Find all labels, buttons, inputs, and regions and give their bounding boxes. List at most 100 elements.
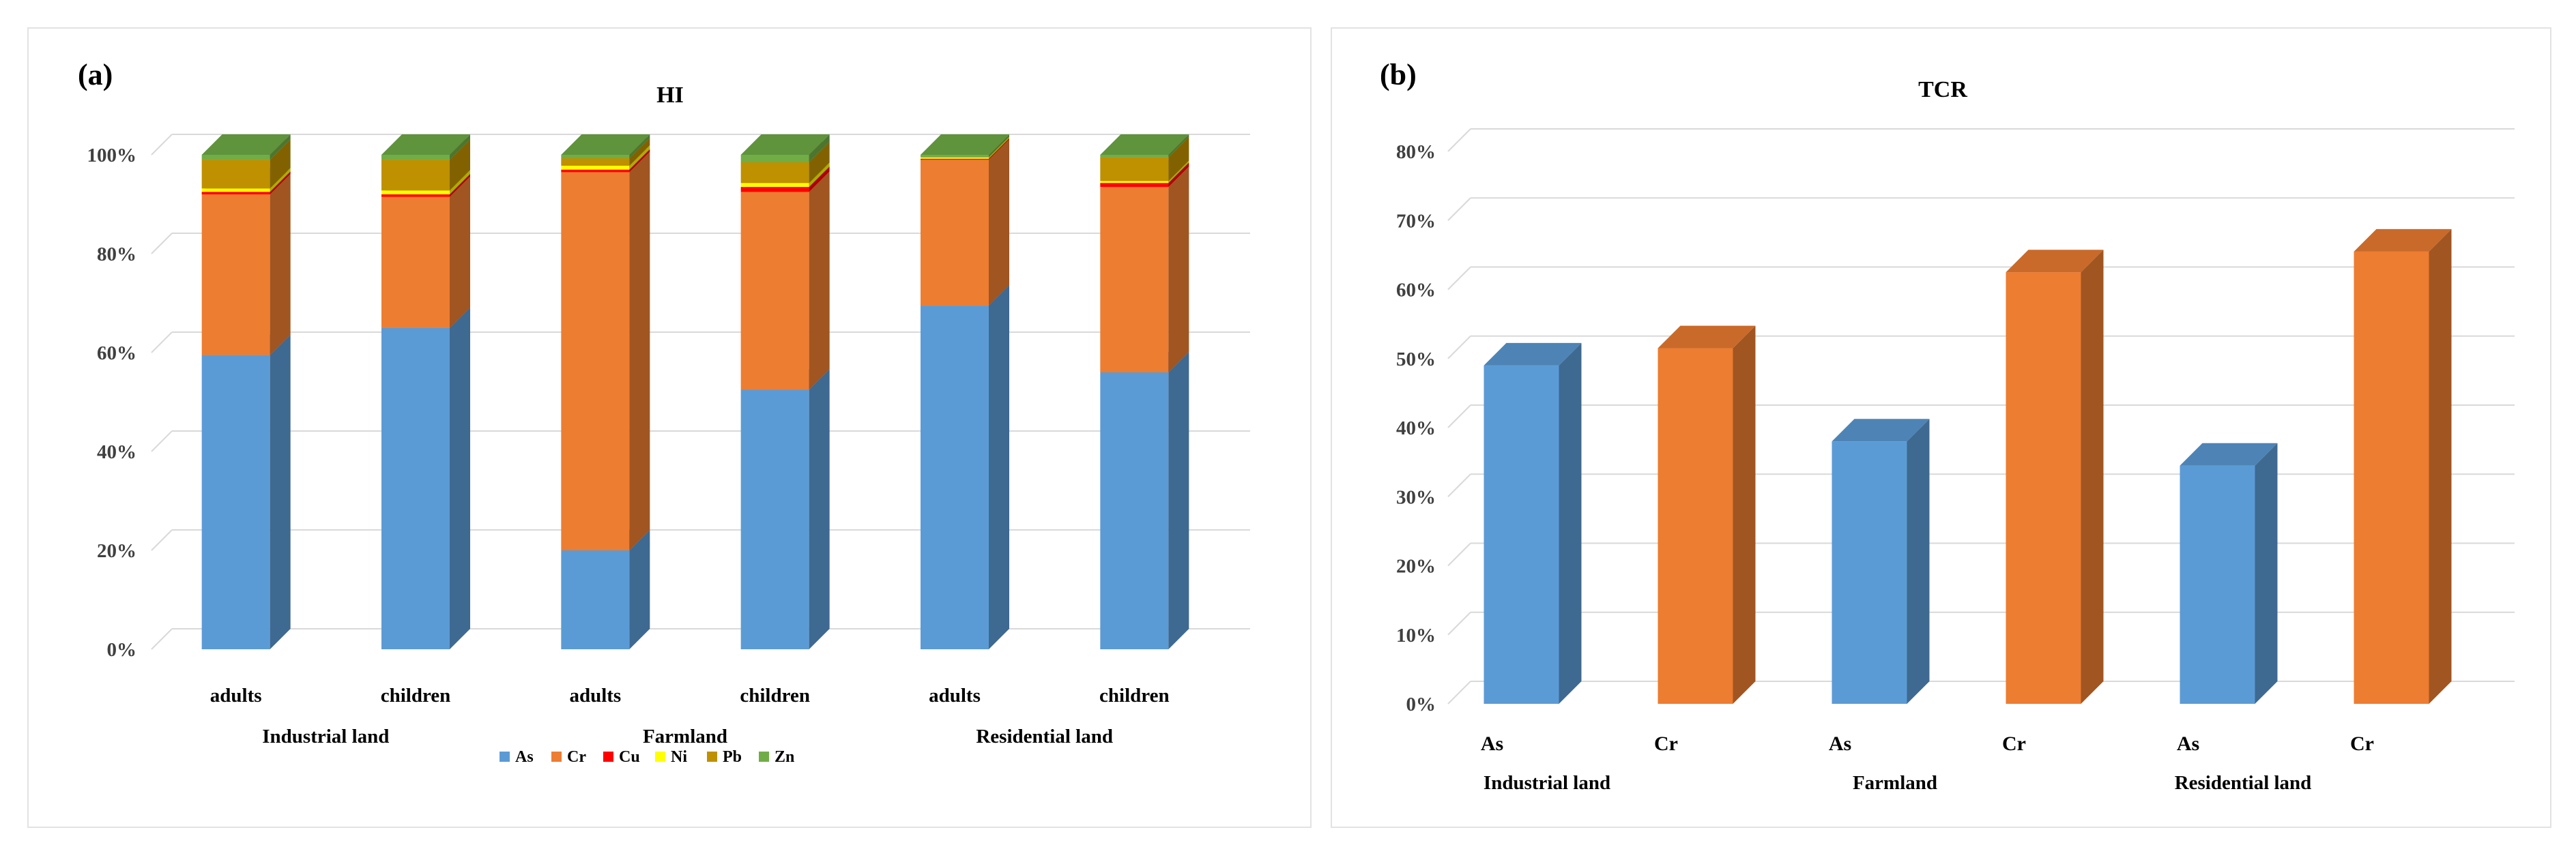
hi-group-label: Residential land [976,726,1113,747]
hi-bar-cu-2-side [629,149,650,173]
hi-bar-cr-3-side [809,171,830,390]
hi-bar-ni-1-front [381,190,450,194]
hi-x-category-label: adults [569,685,621,707]
hi-gridline-depth [151,233,173,254]
hi-bar-zn-1-top [381,134,470,155]
hi-legend-label: Pb [723,748,742,766]
hi-bar-zn-4-front [921,155,989,158]
hi-y-tick-label: 20% [97,540,136,562]
hi-bar-as-4-side [989,285,1009,649]
tcr-x-category-label: Cr [2002,732,2026,755]
tcr-chart: (b) TCR 0% 10% 20% 30% 40% 50% 60% 70% 80% As Cr As… [1380,58,2515,794]
tcr-gridline-depth [1447,336,1471,359]
hi-bar-ni-2-side [629,145,650,170]
tcr-bar-as-0-top [1484,342,1582,366]
tcr-bar-cr-3-side [2081,250,2104,704]
hi-bar-ni-5-front [1100,181,1169,183]
tcr-bar-as-0-side [1559,342,1582,704]
hi-y-tick-label: 0% [107,639,137,661]
tcr-gridline-depth [1447,197,1471,221]
hi-bar-zn-0-top [201,134,291,155]
hi-bar-cr-2-side [629,151,650,550]
hi-bar-zn-2-top [561,134,650,155]
hi-bar-cr-1-front [381,196,450,328]
hi-bar-pb-3-front [740,162,809,183]
tcr-bar-as-4-side [2255,443,2278,704]
hi-bar-as-3-side [809,369,830,649]
hi-bar-as-3-front [740,389,809,649]
hi-bar-ni-0-side [270,168,291,192]
hi-x-category-label: adults [929,685,981,707]
tcr-chart-title: TCR [1918,77,1967,102]
tcr-bar-as-4-top [2180,443,2278,466]
tcr-x-category-label: As [1481,732,1503,755]
hi-bar-cu-0-front [201,192,270,194]
tcr-gridline-depth [1447,473,1471,497]
tcr-y-tick-label: 30% [1396,486,1436,508]
hi-bar-pb-5-side [1168,136,1189,181]
tcr-y-tick-label: 50% [1396,349,1436,370]
hi-gridline-depth [151,529,173,551]
tcr-bar-cr-1-side [1733,325,1756,704]
hi-group-label: Industrial land [262,726,389,747]
hi-bar-cr-0-front [201,194,270,355]
hi-bar-as-1-side [450,307,470,649]
hi-bar-pb-2-front [561,158,630,166]
tcr-bar-cr-5-front [2354,251,2429,704]
hi-y-tick-label: 60% [97,342,136,364]
tcr-x-category-label: As [1829,732,1851,755]
hi-bar-pb-1-front [381,160,450,191]
hi-bar-as-2-front [561,550,630,649]
panel-a-label: (a) [78,58,113,91]
tcr-gridline-depth [1447,612,1471,636]
hi-legend-swatch-as [500,752,510,762]
tcr-gridline-depth [1447,542,1471,567]
hi-bar-cr-3-front [740,192,809,390]
hi-bar-zn-1-side [450,134,470,160]
hi-bar-zn-3-top [740,134,830,155]
hi-bar-cu-0-side [270,171,291,194]
hi-bar-cu-4-front [921,158,989,160]
hi-bar-zn-4-top [921,134,1009,155]
tcr-y-tick-label: 40% [1396,417,1436,439]
hi-legend-label: Cu [619,748,640,766]
tcr-bar-as-2-front [1832,441,1907,704]
hi-bar-as-1-front [381,327,450,649]
hi-x-category-label: children [381,685,451,707]
hi-bar-zn-5-front [1100,155,1169,158]
hi-legend-swatch-zn [759,752,769,762]
hi-bar-cr-1-side [450,176,470,328]
tcr-bar-cr-5-top [2354,228,2452,252]
hi-x-category-label: children [1099,685,1170,707]
tcr-group-label: Industrial land [1484,772,1610,794]
hi-x-category-label: adults [210,685,262,707]
hi-bar-as-0-side [270,334,291,649]
tcr-y-tick-label: 60% [1396,280,1436,301]
hi-gridline-depth [151,134,173,155]
tcr-bar-cr-1-front [1658,348,1733,704]
hi-bar-cu-5-front [1100,183,1169,188]
hi-bar-ni-4-side [989,136,1009,159]
tcr-y-tick-label: 20% [1396,556,1436,578]
hi-bar-cu-1-front [381,194,450,197]
hi-bar-cr-5-front [1100,187,1169,372]
hi-gridline-depth [151,430,173,452]
tcr-group-label: Farmland [1853,772,1937,794]
hi-bar-cu-3-side [809,166,830,192]
tcr-bar-as-2-side [1907,419,1930,704]
hi-bar-as-2-side [629,530,650,649]
hi-bar-zn-3-side [809,134,830,162]
tcr-gridline-depth [1447,128,1471,152]
hi-bar-zn-2-front [561,155,630,159]
tcr-gridline-depth [1447,681,1471,705]
hi-legend-swatch-cr [551,752,562,762]
hi-bar-cu-2-front [561,169,630,173]
hi-chart-panel: (a) HI 0% 20% 40% 60% 80% 100% adults children a… [27,27,1312,828]
tcr-bar-as-0-front [1484,365,1559,704]
hi-bar-as-4-front [921,306,989,649]
hi-bar-cr-5-side [1168,166,1189,372]
hi-bar-ni-1-side [450,170,470,194]
hi-bar-pb-3-side [809,141,830,183]
hi-bar-ni-5-side [1168,160,1189,183]
hi-bar-zn-4-side [989,134,1009,158]
